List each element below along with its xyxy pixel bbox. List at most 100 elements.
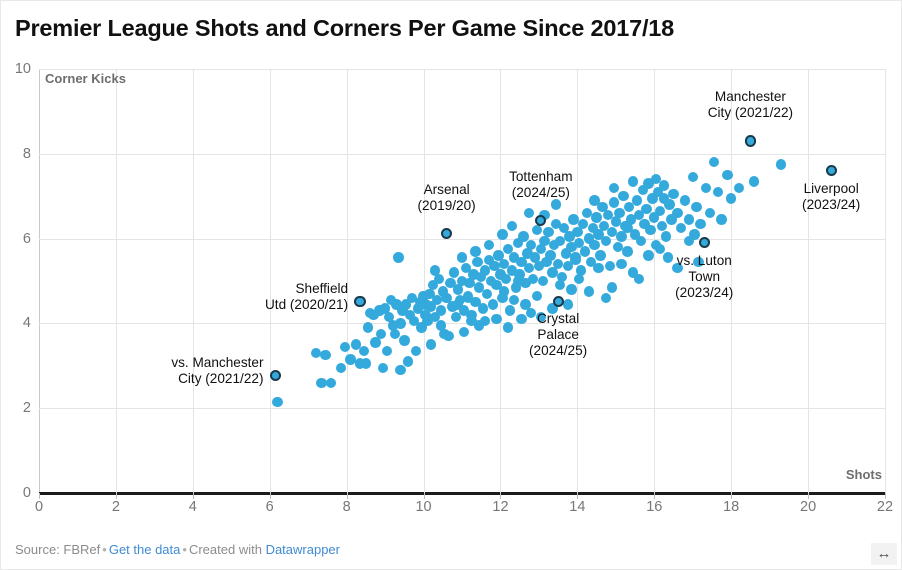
scatter-point[interactable] xyxy=(512,237,523,249)
get-the-data-link[interactable]: Get the data xyxy=(108,542,181,557)
scatter-point[interactable] xyxy=(535,311,547,323)
scatter-point[interactable] xyxy=(320,350,331,361)
scatter-point[interactable] xyxy=(583,286,595,297)
scatter-point[interactable] xyxy=(564,231,575,242)
scatter-point[interactable] xyxy=(445,277,456,289)
scatter-point[interactable] xyxy=(422,316,433,327)
scatter-point[interactable] xyxy=(387,320,398,331)
scatter-point[interactable] xyxy=(635,235,646,246)
scatter-point[interactable] xyxy=(704,207,716,219)
scatter-point[interactable] xyxy=(470,246,481,257)
scatter-point[interactable] xyxy=(672,263,683,274)
scatter-point[interactable] xyxy=(627,267,639,278)
scatter-point[interactable] xyxy=(626,214,637,225)
scatter-point[interactable] xyxy=(397,305,408,316)
scatter-point[interactable] xyxy=(589,195,600,206)
scatter-point[interactable] xyxy=(604,260,616,272)
scatter-point[interactable] xyxy=(616,258,627,270)
scatter-point[interactable] xyxy=(749,176,760,187)
scatter-point[interactable] xyxy=(589,239,600,251)
scatter-point[interactable] xyxy=(687,171,698,183)
scatter-point[interactable] xyxy=(489,260,500,272)
scatter-point[interactable] xyxy=(449,267,460,278)
scatter-point[interactable] xyxy=(464,277,475,289)
scatter-point[interactable] xyxy=(514,269,525,280)
scatter-point[interactable] xyxy=(408,316,420,327)
scatter-point[interactable] xyxy=(524,263,535,274)
scatter-point[interactable] xyxy=(562,299,573,310)
scatter-point[interactable] xyxy=(574,273,585,285)
scatter-point[interactable] xyxy=(654,244,666,255)
scatter-point[interactable] xyxy=(554,235,566,246)
scatter-point[interactable] xyxy=(508,252,520,263)
scatter-point[interactable] xyxy=(700,182,712,193)
scatter-point[interactable] xyxy=(385,294,397,306)
scatter-point[interactable] xyxy=(406,292,418,304)
scatter-point[interactable] xyxy=(629,229,641,240)
scatter-point[interactable] xyxy=(599,220,610,232)
scatter-point[interactable] xyxy=(460,263,472,274)
scatter-point[interactable] xyxy=(556,271,568,282)
scatter-point[interactable] xyxy=(412,303,423,314)
scatter-point[interactable] xyxy=(666,214,677,225)
horizontal-resize-icon[interactable]: ↔ xyxy=(871,543,897,565)
scatter-point[interactable] xyxy=(497,292,508,304)
scatter-point[interactable] xyxy=(468,269,479,280)
scatter-point[interactable] xyxy=(622,246,633,257)
scatter-point[interactable] xyxy=(495,269,506,280)
scatter-point[interactable] xyxy=(504,305,516,316)
scatter-point[interactable] xyxy=(466,309,477,321)
scatter-point[interactable] xyxy=(410,345,422,357)
scatter-point[interactable] xyxy=(474,320,485,331)
scatter-point[interactable] xyxy=(512,275,523,287)
scatter-point[interactable] xyxy=(549,239,560,251)
scatter-point[interactable] xyxy=(585,256,596,268)
scatter-point[interactable] xyxy=(370,337,381,348)
scatter-point[interactable] xyxy=(641,203,652,215)
highlighted-scatter-point[interactable] xyxy=(535,215,547,227)
scatter-point[interactable] xyxy=(637,184,648,196)
scatter-point[interactable] xyxy=(658,193,670,204)
scatter-point[interactable] xyxy=(466,316,477,327)
scatter-point[interactable] xyxy=(524,207,535,219)
scatter-point[interactable] xyxy=(576,265,587,276)
scatter-point[interactable] xyxy=(716,214,727,225)
scatter-point[interactable] xyxy=(479,316,491,327)
scatter-point[interactable] xyxy=(433,273,445,285)
scatter-point[interactable] xyxy=(649,212,660,223)
scatter-point[interactable] xyxy=(497,229,508,240)
scatter-point[interactable] xyxy=(426,339,437,350)
scatter-point[interactable] xyxy=(452,299,464,310)
highlighted-scatter-point[interactable] xyxy=(269,369,282,381)
scatter-point[interactable] xyxy=(481,288,493,299)
scatter-point[interactable] xyxy=(683,214,695,225)
scatter-point[interactable] xyxy=(574,237,585,249)
scatter-point[interactable] xyxy=(452,284,464,295)
scatter-point[interactable] xyxy=(593,229,604,240)
scatter-point[interactable] xyxy=(458,305,470,316)
scatter-point[interactable] xyxy=(689,229,700,240)
scatter-point[interactable] xyxy=(616,231,627,242)
scatter-point[interactable] xyxy=(566,284,577,295)
scatter-point[interactable] xyxy=(374,305,385,316)
scatter-point[interactable] xyxy=(358,345,370,357)
scatter-point[interactable] xyxy=(395,364,406,376)
scatter-point[interactable] xyxy=(583,233,595,244)
scatter-point[interactable] xyxy=(562,260,573,272)
scatter-point[interactable] xyxy=(643,178,654,189)
scatter-point[interactable] xyxy=(520,299,531,310)
scatter-point[interactable] xyxy=(608,197,620,208)
scatter-point[interactable] xyxy=(420,309,431,321)
scatter-point[interactable] xyxy=(570,252,581,263)
scatter-point[interactable] xyxy=(566,241,577,253)
scatter-point[interactable] xyxy=(662,252,673,263)
scatter-point[interactable] xyxy=(672,207,683,219)
scatter-point[interactable] xyxy=(614,207,625,219)
scatter-point[interactable] xyxy=(377,362,389,374)
scatter-point[interactable] xyxy=(712,186,723,198)
scatter-point[interactable] xyxy=(491,313,502,325)
scatter-point[interactable] xyxy=(606,227,618,238)
scatter-point[interactable] xyxy=(456,252,468,263)
scatter-point[interactable] xyxy=(639,218,650,229)
scatter-point[interactable] xyxy=(526,307,537,318)
